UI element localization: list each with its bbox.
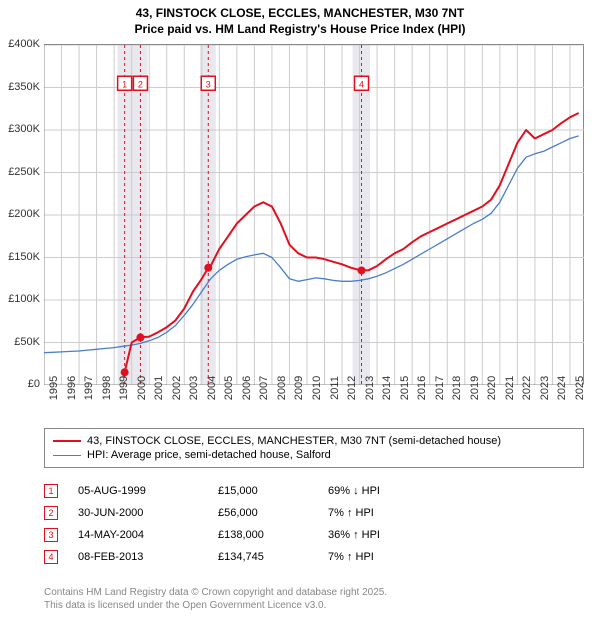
x-tick-label: 2000	[136, 376, 148, 400]
chart-title: 43, FINSTOCK CLOSE, ECCLES, MANCHESTER, …	[0, 0, 600, 37]
title-line-2: Price paid vs. HM Land Registry's House …	[0, 22, 600, 38]
x-tick-label: 2020	[486, 376, 498, 400]
sale-marker-box: 3	[44, 528, 58, 542]
x-tick-label: 2001	[153, 376, 165, 400]
x-tick-label: 1995	[48, 376, 60, 400]
sale-diff: 69% ↓ HPI	[328, 485, 438, 497]
legend-swatch-price	[53, 440, 81, 442]
sale-marker-box: 4	[44, 550, 58, 564]
y-tick-label: £300K	[8, 123, 40, 135]
sale-price: £138,000	[218, 529, 328, 541]
x-tick-label: 2025	[574, 376, 586, 400]
x-tick-label: 2017	[434, 376, 446, 400]
legend-label-price: 43, FINSTOCK CLOSE, ECCLES, MANCHESTER, …	[87, 435, 501, 447]
sale-marker-box: 2	[44, 506, 58, 520]
sale-row: 3 14-MAY-2004£138,00036% ↑ HPI	[44, 524, 438, 546]
x-tick-label: 2022	[521, 376, 533, 400]
legend-swatch-hpi	[53, 455, 81, 456]
x-tick-label: 1997	[83, 376, 95, 400]
x-tick-label: 1999	[118, 376, 130, 400]
x-tick-label: 2018	[451, 376, 463, 400]
x-tick-label: 2005	[223, 376, 235, 400]
sale-price: £56,000	[218, 507, 328, 519]
plot-area: 1 2 3 4	[44, 44, 584, 384]
legend-row-hpi: HPI: Average price, semi-detached house,…	[53, 448, 575, 462]
x-tick-label: 2004	[206, 376, 218, 400]
sale-row: 2 30-JUN-2000£56,0007% ↑ HPI	[44, 502, 438, 524]
x-tick-label: 2007	[258, 376, 270, 400]
footer: Contains HM Land Registry data © Crown c…	[44, 586, 387, 612]
x-tick-label: 2003	[188, 376, 200, 400]
svg-text:2: 2	[138, 79, 143, 89]
x-tick-label: 2011	[329, 376, 341, 400]
sale-price: £134,745	[218, 551, 328, 563]
y-tick-label: £350K	[8, 81, 40, 93]
sale-date: 08-FEB-2013	[78, 551, 218, 563]
title-line-1: 43, FINSTOCK CLOSE, ECCLES, MANCHESTER, …	[0, 6, 600, 22]
y-tick-label: £100K	[8, 293, 40, 305]
sale-diff: 36% ↑ HPI	[328, 529, 438, 541]
sale-diff: 7% ↑ HPI	[328, 507, 438, 519]
x-tick-label: 2010	[311, 376, 323, 400]
legend-label-hpi: HPI: Average price, semi-detached house,…	[87, 449, 331, 461]
x-tick-label: 1998	[101, 376, 113, 400]
plot-svg: 1 2 3 4	[44, 45, 584, 385]
sale-marker-box: 1	[44, 484, 58, 498]
x-tick-label: 2016	[416, 376, 428, 400]
x-tick-label: 2019	[469, 376, 481, 400]
y-tick-label: £50K	[14, 336, 40, 348]
x-tick-label: 2021	[504, 376, 516, 400]
legend-row-price: 43, FINSTOCK CLOSE, ECCLES, MANCHESTER, …	[53, 434, 575, 448]
legend: 43, FINSTOCK CLOSE, ECCLES, MANCHESTER, …	[44, 428, 584, 468]
svg-text:4: 4	[359, 79, 364, 89]
x-tick-label: 1996	[66, 376, 78, 400]
sale-date: 14-MAY-2004	[78, 529, 218, 541]
x-tick-label: 2015	[399, 376, 411, 400]
svg-text:3: 3	[206, 79, 211, 89]
footer-line-2: This data is licensed under the Open Gov…	[44, 599, 387, 612]
x-tick-label: 2012	[346, 376, 358, 400]
x-tick-label: 2023	[539, 376, 551, 400]
sale-date: 30-JUN-2000	[78, 507, 218, 519]
x-tick-label: 2024	[556, 376, 568, 400]
x-tick-label: 2014	[381, 376, 393, 400]
x-tick-label: 2008	[276, 376, 288, 400]
footer-line-1: Contains HM Land Registry data © Crown c…	[44, 586, 387, 599]
chart-container: 43, FINSTOCK CLOSE, ECCLES, MANCHESTER, …	[0, 0, 600, 620]
x-tick-label: 2002	[171, 376, 183, 400]
svg-text:1: 1	[122, 79, 127, 89]
sale-date: 05-AUG-1999	[78, 485, 218, 497]
sales-table: 1 05-AUG-1999£15,00069% ↓ HPI 2 30-JUN-2000…	[44, 480, 438, 568]
y-tick-label: £250K	[8, 166, 40, 178]
sale-diff: 7% ↑ HPI	[328, 551, 438, 563]
sale-row: 4 08-FEB-2013£134,7457% ↑ HPI	[44, 546, 438, 568]
x-tick-label: 2006	[241, 376, 253, 400]
sale-row: 1 05-AUG-1999£15,00069% ↓ HPI	[44, 480, 438, 502]
y-tick-label: £0	[28, 378, 40, 390]
y-tick-label: £200K	[8, 208, 40, 220]
y-tick-label: £400K	[8, 38, 40, 50]
x-tick-label: 2009	[293, 376, 305, 400]
sale-price: £15,000	[218, 485, 328, 497]
x-tick-label: 2013	[364, 376, 376, 400]
y-tick-label: £150K	[8, 251, 40, 263]
